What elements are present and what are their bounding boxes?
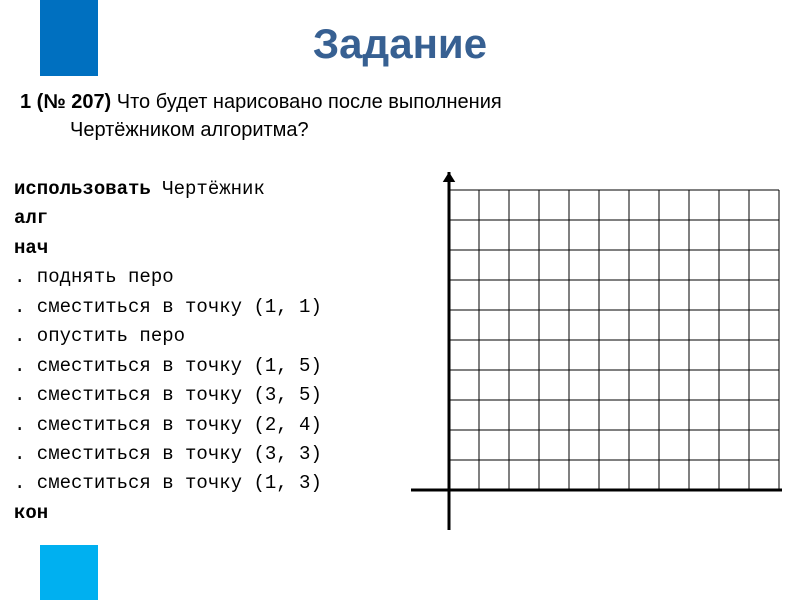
page-title: Задание <box>0 20 800 68</box>
algorithm-code: использовать Чертёжникалгнач. поднять пе… <box>14 175 322 528</box>
code-line: . сместиться в точку (1, 1) <box>14 293 322 322</box>
code-line: . поднять перо <box>14 263 322 292</box>
coordinate-grid <box>407 172 782 534</box>
code-line: использовать Чертёжник <box>14 175 322 204</box>
grid-svg <box>407 172 782 534</box>
code-line: . опустить перо <box>14 322 322 351</box>
code-line: . сместиться в точку (1, 3) <box>14 469 322 498</box>
code-line: нач <box>14 234 322 263</box>
question-line2: Чертёжником алгоритма? <box>20 116 780 144</box>
code-line: . сместиться в точку (2, 4) <box>14 411 322 440</box>
code-line: . сместиться в точку (3, 3) <box>14 440 322 469</box>
question-number: 1 (№ 207) <box>20 91 111 113</box>
question-text: 1 (№ 207) Что будет нарисовано после вып… <box>20 88 780 144</box>
code-line: . сместиться в точку (1, 5) <box>14 352 322 381</box>
accent-bar-bottom <box>40 545 98 600</box>
code-line: . сместиться в точку (3, 5) <box>14 381 322 410</box>
code-line: кон <box>14 499 322 528</box>
question-line1: Что будет нарисовано после выполнения <box>111 91 501 113</box>
code-line: алг <box>14 204 322 233</box>
